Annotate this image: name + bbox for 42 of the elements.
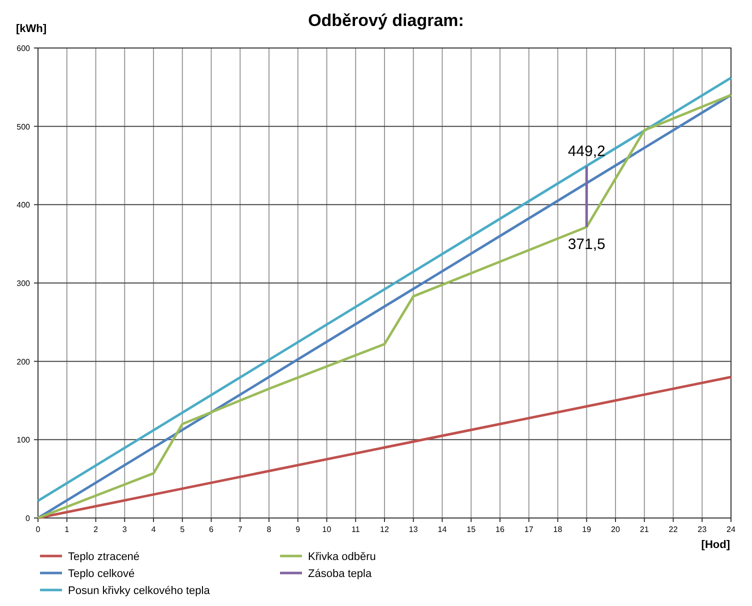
x-tick-label: 20	[611, 525, 620, 534]
x-tick-label: 23	[698, 525, 708, 534]
x-tick-label: 18	[553, 525, 563, 534]
x-tick-label: 8	[266, 525, 272, 534]
x-tick-label: 9	[296, 525, 301, 534]
x-tick-label: 12	[380, 525, 390, 534]
x-tick-label: 22	[668, 525, 678, 534]
x-tick-label: 4	[151, 525, 156, 534]
x-tick-label: 7	[238, 525, 243, 534]
x-axis-title: [Hod]	[701, 539, 730, 551]
y-tick-label: 500	[16, 122, 31, 132]
x-tick-label: 24	[726, 525, 736, 534]
x-tick-label: 16	[496, 525, 505, 534]
y-tick-label: 100	[16, 436, 31, 445]
x-tick-label: 6	[209, 525, 214, 534]
x-tick-label: 15	[466, 525, 476, 534]
x-tick-label: 0	[36, 525, 41, 534]
legend-label: Teplo celkové	[68, 568, 135, 580]
x-tick-label: 17	[524, 525, 534, 534]
x-tick-label: 14	[438, 525, 448, 534]
y-tick-label: 200	[16, 357, 31, 366]
x-tick-label: 13	[408, 525, 418, 534]
y-tick-label: 400	[16, 200, 31, 210]
y-tick-label: 300	[16, 279, 31, 288]
x-tick-label: 21	[640, 525, 650, 534]
legend-label: Teplo ztracené	[68, 551, 140, 563]
y-axis-title: [kWh]	[16, 23, 47, 35]
x-tick-label: 3	[122, 525, 128, 534]
x-tick-label: 10	[322, 525, 332, 534]
x-tick-label: 1	[64, 525, 70, 534]
x-tick-label: 11	[351, 525, 360, 534]
chart-title: Odběrový diagram:	[308, 11, 464, 30]
x-tick-label: 5	[180, 525, 186, 534]
annotation: 371,5	[568, 236, 606, 253]
annotation: 449,2	[568, 143, 606, 160]
x-tick-label: 2	[94, 525, 99, 534]
legend-label: Zásoba tepla	[308, 568, 372, 580]
x-tick-label: 19	[582, 525, 592, 534]
legend-label: Křivka odběru	[308, 551, 376, 563]
y-tick-label: 0	[26, 514, 31, 523]
y-tick-label: 600	[16, 44, 31, 53]
legend-label: Posun křivky celkového tepla	[68, 585, 211, 597]
